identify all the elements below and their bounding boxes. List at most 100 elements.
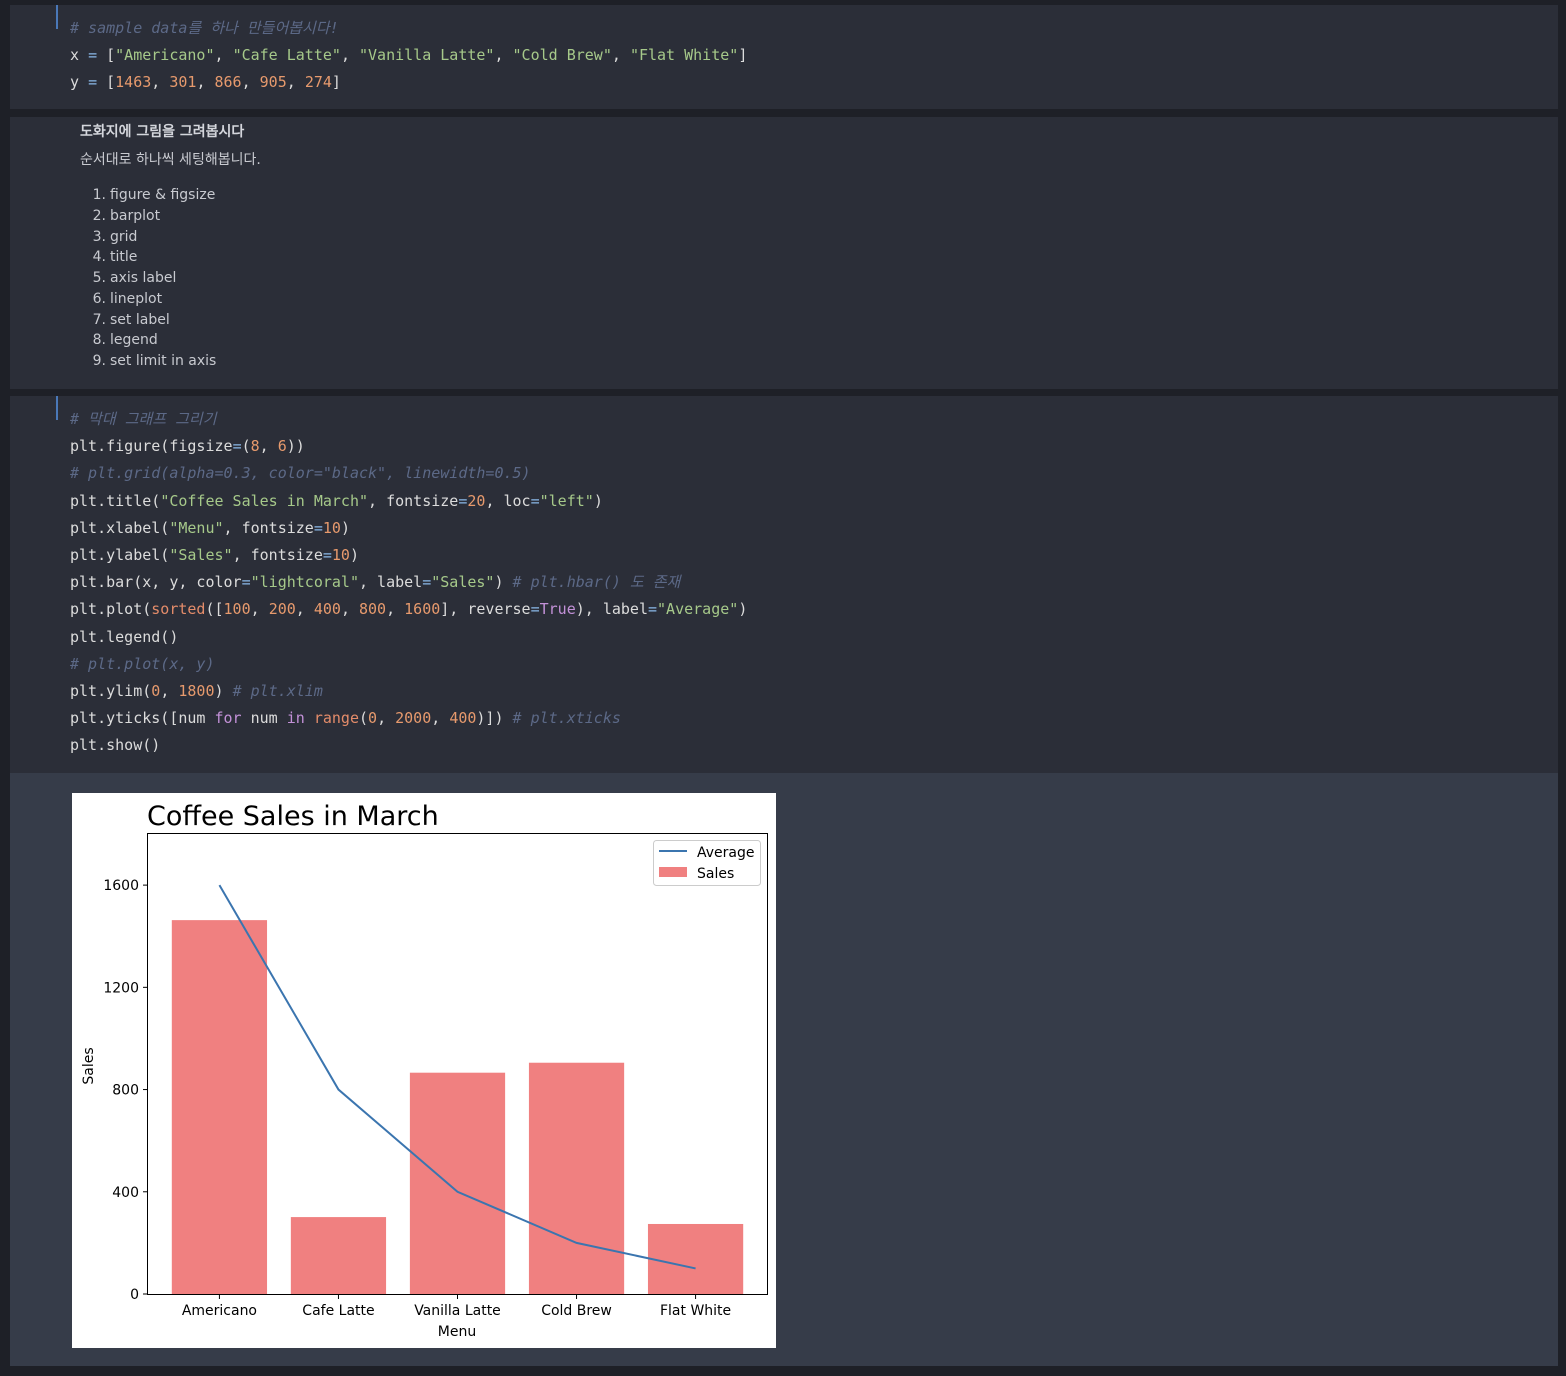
code-token: 400 bbox=[313, 600, 341, 619]
code-token: , fontsize bbox=[368, 491, 459, 510]
code-line: plt.show() bbox=[70, 732, 747, 759]
code-token: , bbox=[160, 681, 179, 700]
code-token: , bbox=[431, 709, 450, 728]
code-token: = bbox=[313, 518, 323, 537]
code-token: "Vanilla Latte" bbox=[359, 46, 495, 65]
code-token: ( bbox=[241, 437, 251, 456]
list-item-number: 6. bbox=[92, 290, 106, 307]
code-token: plt.bar(x, y, color bbox=[70, 573, 242, 592]
markdown-list-item: 3. grid bbox=[80, 227, 216, 248]
chart-figure: Coffee Sales in March 0 400 800 1200 1600 Am… bbox=[72, 793, 776, 1348]
code-token: ) bbox=[214, 681, 233, 700]
code-token: ) bbox=[340, 518, 350, 537]
code-token: , bbox=[214, 46, 233, 65]
code-token: num bbox=[241, 709, 287, 728]
code-line: # sample data를 하나 만들어봅시다! bbox=[70, 15, 747, 42]
code-token: True bbox=[539, 600, 576, 619]
code-token: "Flat White" bbox=[629, 46, 739, 65]
code-line: plt.ylim(0, 1800) # plt.xlim bbox=[70, 678, 747, 705]
bar-flat-white bbox=[647, 1223, 744, 1294]
cell-cursor-bar bbox=[56, 396, 58, 420]
code-token: 301 bbox=[169, 73, 197, 92]
code-token: [ bbox=[97, 73, 116, 92]
code-token: , bbox=[340, 46, 359, 65]
list-item-number: 3. bbox=[92, 228, 106, 245]
code-token: # plt.grid(alpha=0.3, color="black", lin… bbox=[70, 464, 531, 483]
code-token: 2000 bbox=[395, 709, 432, 728]
code-token: , bbox=[151, 73, 170, 92]
code-line: plt.title("Coffee Sales in March", fonts… bbox=[70, 488, 747, 515]
code-token: plt.plot( bbox=[70, 600, 152, 619]
code-line: y = [1463, 301, 866, 905, 274] bbox=[70, 69, 747, 96]
code-editor[interactable]: # 막대 그래프 그리기 plt.figure(figsize=(8, 6)) # … bbox=[70, 406, 747, 759]
list-item-label: legend bbox=[110, 332, 158, 349]
code-token: ( bbox=[359, 709, 369, 728]
code-token: x bbox=[70, 46, 89, 65]
code-token: , bbox=[340, 600, 359, 619]
markdown-list-item: 2. barplot bbox=[80, 206, 216, 227]
code-token: plt.yticks([num bbox=[70, 709, 215, 728]
code-editor[interactable]: # sample data를 하나 만들어봅시다! x = ["Americano… bbox=[70, 15, 747, 97]
x-tick-label: Vanilla Latte bbox=[414, 1303, 501, 1319]
code-token: 100 bbox=[223, 600, 251, 619]
x-tick-label: Cold Brew bbox=[541, 1303, 612, 1319]
code-token: ([ bbox=[205, 600, 224, 619]
code-token: # plt.hbar() 도 존재 bbox=[512, 573, 681, 592]
x-tick-label: Flat White bbox=[660, 1303, 731, 1319]
code-token: ) bbox=[494, 573, 513, 592]
code-line: plt.legend() bbox=[70, 624, 747, 651]
code-token: , bbox=[286, 73, 305, 92]
cell-cursor-bar bbox=[56, 5, 58, 29]
x-axis-label: Menu bbox=[438, 1324, 476, 1340]
code-line: plt.yticks([num for num in range(0, 2000… bbox=[70, 705, 747, 732]
code-token: 0 bbox=[368, 709, 378, 728]
code-line: plt.ylabel("Sales", fontsize=10) bbox=[70, 542, 747, 569]
y-tick-label: 400 bbox=[112, 1185, 139, 1201]
code-token: y bbox=[70, 73, 89, 92]
bar-americano bbox=[171, 920, 268, 1294]
bar-cafe-latte bbox=[290, 1217, 387, 1294]
code-cell-bar-chart[interactable]: # 막대 그래프 그리기 plt.figure(figsize=(8, 6)) # … bbox=[10, 396, 1558, 773]
markdown-list-item: 6. lineplot bbox=[80, 289, 216, 310]
code-token: , bbox=[295, 600, 314, 619]
code-token: plt.legend() bbox=[70, 627, 179, 646]
code-token: , fontsize bbox=[232, 545, 323, 564]
code-token: plt.show() bbox=[70, 736, 161, 755]
code-token: 1600 bbox=[404, 600, 441, 619]
code-token: "left" bbox=[539, 491, 594, 510]
code-token: 10 bbox=[322, 518, 341, 537]
markdown-list-item: 1. figure & figsize bbox=[80, 185, 216, 206]
markdown-list-item: 5. axis label bbox=[80, 268, 216, 289]
code-token: for bbox=[214, 709, 242, 728]
code-line: # 막대 그래프 그리기 bbox=[70, 406, 747, 433]
code-token: "Cafe Latte" bbox=[232, 46, 341, 65]
code-token: "Sales" bbox=[169, 545, 233, 564]
markdown-cell[interactable]: 도화지에 그림을 그려봅시다 순서대로 하나씩 세팅해봅니다. 1. figure… bbox=[10, 117, 1558, 389]
code-line: x = ["Americano", "Cafe Latte", "Vanilla… bbox=[70, 42, 747, 69]
code-token: 866 bbox=[214, 73, 242, 92]
legend-label: Sales bbox=[697, 866, 734, 882]
list-item-label: grid bbox=[110, 228, 138, 245]
code-token: plt.title( bbox=[70, 491, 161, 510]
code-token: 10 bbox=[331, 545, 350, 564]
code-line: plt.bar(x, y, color="lightcoral", label=… bbox=[70, 569, 747, 596]
code-token: 400 bbox=[449, 709, 477, 728]
markdown-ordered-list: 1. figure & figsize 2. barplot 3. grid 4. title… bbox=[80, 185, 217, 372]
code-token: , fontsize bbox=[223, 518, 314, 537]
code-token: = bbox=[648, 600, 658, 619]
code-token: range bbox=[313, 709, 359, 728]
code-token: )) bbox=[286, 437, 305, 456]
code-token: , bbox=[241, 73, 260, 92]
code-line: # plt.grid(alpha=0.3, color="black", lin… bbox=[70, 460, 747, 487]
code-cell-sample-data[interactable]: # sample data를 하나 만들어봅시다! x = ["Americano… bbox=[10, 5, 1558, 109]
code-token: , bbox=[494, 46, 513, 65]
legend-label: Average bbox=[697, 845, 755, 861]
list-item-label: barplot bbox=[110, 207, 161, 224]
code-token: 0 bbox=[151, 681, 161, 700]
code-token: = bbox=[241, 573, 251, 592]
list-item-number: 7. bbox=[92, 311, 106, 328]
code-line: plt.plot(sorted([100, 200, 400, 800, 160… bbox=[70, 596, 747, 623]
code-token: 8 bbox=[250, 437, 260, 456]
bar-vanilla-latte bbox=[409, 1072, 506, 1294]
code-token: plt.ylabel( bbox=[70, 545, 170, 564]
